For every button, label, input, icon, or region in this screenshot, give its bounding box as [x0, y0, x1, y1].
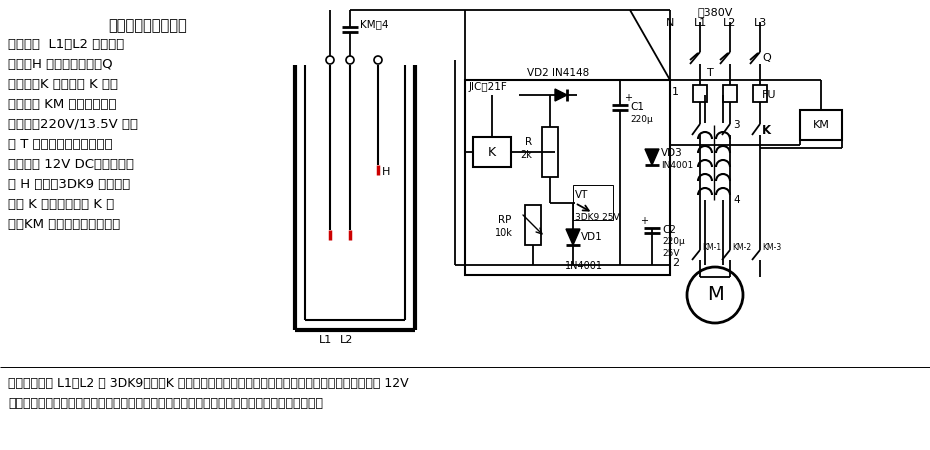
Text: K: K [488, 145, 496, 158]
Text: L2: L2 [340, 335, 353, 345]
Text: T: T [707, 68, 713, 78]
Text: 波后提供 12V DC。当水位升: 波后提供 12V DC。当水位升 [8, 158, 134, 171]
Text: KM-3: KM-3 [762, 243, 781, 252]
Text: 电极，H 是高水位电极，Q: 电极，H 是高水位电极，Q [8, 58, 113, 71]
Text: 到水位降低于 L1、L2 时 3DK9截止，K 失电，其常闭触点再次启动水泵电机。图中继电机选用工作于 12V: 到水位降低于 L1、L2 时 3DK9截止，K 失电，其常闭触点再次启动水泵电机… [8, 377, 408, 390]
Text: 开，KM 失电，水泵停机。直: 开，KM 失电，水泵停机。直 [8, 218, 120, 231]
Bar [800, 110, 842, 140]
Text: L3: L3 [753, 18, 766, 28]
Bar [525, 205, 541, 245]
Text: 到 H 点时，3DK9 导通，继: 到 H 点时，3DK9 导通，继 [8, 178, 130, 191]
Bar [542, 127, 558, 177]
Text: 220μ: 220μ [630, 114, 653, 123]
Text: ～380V: ～380V [698, 7, 733, 17]
Text: C2: C2 [662, 225, 676, 235]
Text: 简易电极式水位自动: 简易电极式水位自动 [109, 18, 187, 33]
Text: 流接触器 KM 得电，水泵电: 流接触器 KM 得电，水泵电 [8, 98, 116, 111]
Bar [753, 85, 767, 102]
Text: 10k: 10k [495, 228, 513, 238]
Text: 3: 3 [733, 120, 739, 130]
Text: N: N [666, 18, 674, 28]
Text: L1: L1 [694, 18, 707, 28]
Text: 4: 4 [733, 195, 739, 205]
Text: KM: KM [813, 120, 830, 130]
Text: RP: RP [498, 215, 511, 225]
Bar [693, 85, 707, 102]
Text: 220μ: 220μ [662, 238, 684, 247]
Text: VD2 IN4148: VD2 IN4148 [527, 68, 590, 78]
Text: 闭合后，K 的常闭点 K 使交: 闭合后，K 的常闭点 K 使交 [8, 78, 118, 91]
Bar [723, 85, 737, 102]
Text: 2k: 2k [520, 150, 532, 160]
Text: 机启动。220V/13.5V 变压: 机启动。220V/13.5V 变压 [8, 118, 138, 131]
Text: C1: C1 [630, 102, 644, 112]
Text: 1: 1 [672, 87, 679, 97]
Text: +: + [624, 93, 632, 103]
Text: JIC－21F: JIC－21F [469, 82, 508, 92]
Bar [573, 185, 613, 220]
Text: 器 T 的次级电压经整流、滤: 器 T 的次级电压经整流、滤 [8, 138, 113, 151]
Text: R: R [525, 137, 532, 147]
Text: VD1: VD1 [581, 232, 603, 242]
Text: 2: 2 [672, 258, 679, 268]
Bar [473, 137, 511, 167]
Text: VT: VT [575, 190, 589, 200]
Text: IN4001: IN4001 [661, 161, 693, 170]
Text: FU: FU [762, 90, 777, 100]
Text: M: M [707, 285, 724, 305]
Text: K: K [762, 123, 771, 136]
Text: KM-2: KM-2 [732, 243, 751, 252]
Bar [465, 80, 670, 275]
Text: 电器 K 吸合，常闭点 K 断: 电器 K 吸合，常闭点 K 断 [8, 198, 114, 211]
Text: Q: Q [762, 53, 771, 63]
Text: H: H [382, 167, 391, 177]
Text: KM-1: KM-1 [702, 243, 721, 252]
Text: VD3: VD3 [661, 148, 683, 158]
Polygon shape [555, 89, 567, 101]
Text: 控制电路  L1、L2 是低水位: 控制电路 L1、L2 是低水位 [8, 38, 125, 51]
Text: +: + [640, 216, 648, 226]
Polygon shape [645, 149, 659, 165]
Text: 3DK9 25V: 3DK9 25V [575, 213, 619, 222]
Text: L1: L1 [318, 335, 332, 345]
Text: L2: L2 [724, 18, 737, 28]
Polygon shape [566, 229, 580, 245]
Text: KM－4: KM－4 [360, 19, 389, 29]
Text: 电压、触点容量与交流接触器相适应的型号。此电路适用于厂矿企业贮水池、水塔的供水控制。: 电压、触点容量与交流接触器相适应的型号。此电路适用于厂矿企业贮水池、水塔的供水控… [8, 397, 323, 410]
Text: 25V: 25V [662, 248, 680, 257]
Text: 1N4001: 1N4001 [565, 261, 603, 271]
